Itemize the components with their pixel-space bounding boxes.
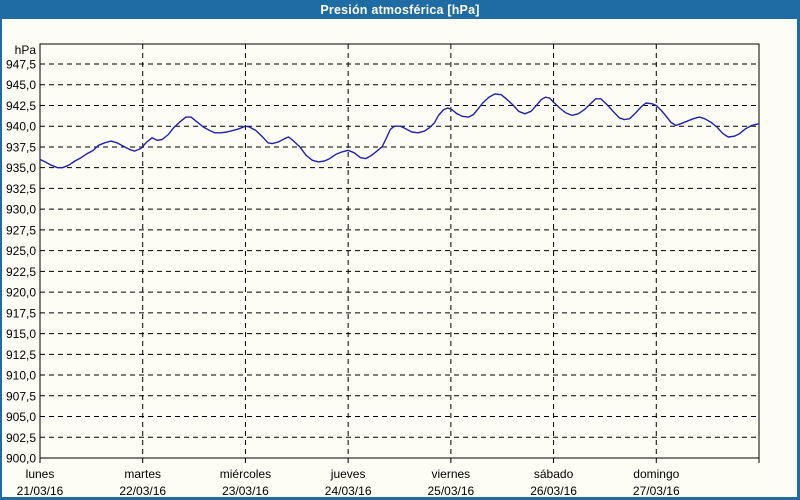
pressure-chart-svg: 947,5 945,0 942,5 940,0 937,5 935,0 932,5 930,0… xyxy=(6,43,760,497)
day-name-label: jueves xyxy=(330,467,366,481)
y-axis-label: 907,5 xyxy=(6,389,36,403)
y-axis-label: 932,5 xyxy=(6,182,36,196)
day-date-label: 21/03/16 xyxy=(17,484,64,497)
y-axis-label: 920,0 xyxy=(6,286,36,300)
day-name-label: domingo xyxy=(633,467,679,481)
y-axis-label: 927,5 xyxy=(6,223,36,237)
y-axis-label: 902,5 xyxy=(6,431,36,445)
plot-border xyxy=(39,43,760,459)
y-axis-label: 922,5 xyxy=(6,265,36,279)
day-date-label: 24/03/16 xyxy=(325,484,372,497)
day-name-label: viernes xyxy=(432,467,471,481)
y-axis-label: 900,0 xyxy=(6,452,36,466)
unit-label: hPa xyxy=(15,43,37,57)
y-axis-label: 937,5 xyxy=(6,140,36,154)
day-name-label: miércoles xyxy=(220,467,271,481)
y-axis-label: 910,0 xyxy=(6,369,36,383)
y-axis-label: 905,0 xyxy=(6,410,36,424)
pressure-series-line xyxy=(39,93,760,169)
window-title: Presión atmosférica [hPa] xyxy=(320,2,480,17)
y-axis-label: 940,0 xyxy=(6,120,36,134)
y-axis-label: 947,5 xyxy=(6,58,36,72)
y-axis-label: 917,5 xyxy=(6,306,36,320)
day-date-label: 26/03/16 xyxy=(530,484,577,497)
y-axis-label: 945,0 xyxy=(6,78,36,92)
y-axis-label: 925,0 xyxy=(6,244,36,258)
y-axis-label: 935,0 xyxy=(6,161,36,175)
y-axis-label: 915,0 xyxy=(6,327,36,341)
day-date-label: 22/03/16 xyxy=(119,484,166,497)
day-date-label: 27/03/16 xyxy=(633,484,680,497)
y-axis-label: 930,0 xyxy=(6,203,36,217)
day-name-label: lunes xyxy=(26,467,55,481)
chart-area: 947,5 945,0 942,5 940,0 937,5 935,0 932,5 930,0… xyxy=(2,19,797,497)
day-name-label: martes xyxy=(124,467,161,481)
y-axis-label: 942,5 xyxy=(6,99,36,113)
y-axis-label: 912,5 xyxy=(6,348,36,362)
day-date-label: 25/03/16 xyxy=(427,484,474,497)
title-bar[interactable]: Presión atmosférica [hPa] xyxy=(0,0,800,19)
day-name-label: sábado xyxy=(534,467,574,481)
day-date-label: 23/03/16 xyxy=(222,484,269,497)
